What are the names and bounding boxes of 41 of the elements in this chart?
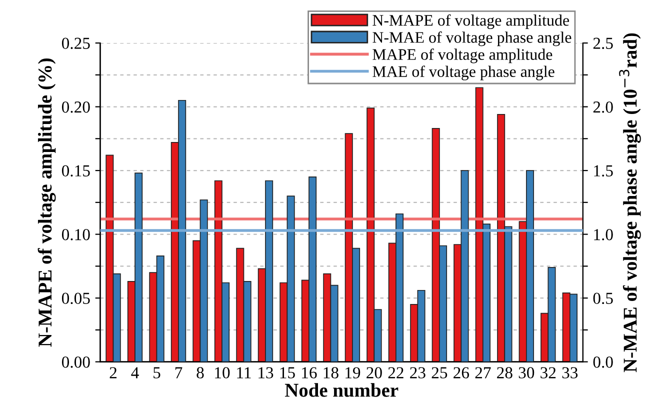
legend-label: MAE of voltage phase angle [372,66,554,80]
y-tick-label: 0.00 [62,356,90,368]
y2-tick-label: 1.5 [594,165,613,177]
x-tick-label: 28 [497,367,512,378]
x-tick-label: 19 [346,367,360,378]
x-tick-label: 33 [562,367,578,378]
x-tick-label: 18 [324,367,338,378]
x-tick-label: 5 [154,367,160,378]
x-tick-label: 11 [237,367,251,378]
x-tick-label: 2 [110,367,117,378]
y-tick-label: 0.25 [62,38,90,50]
x-tick-label: 15 [280,367,295,378]
x-tick-label: 10 [215,367,230,378]
y-tick-label: 0.20 [62,101,90,113]
legend-label: N-MAPE of voltage amplitude [372,14,570,30]
y2-tick-label: 1.0 [594,228,613,240]
y-tick-label: 0.05 [62,292,90,304]
x-tick-label: 7 [175,367,182,378]
y2-tick-label: 0.0 [593,356,613,368]
x-tick-label: 26 [454,367,470,378]
y2-tick-label: 2.0 [593,101,613,113]
x-tick-label: 30 [518,367,534,378]
y2-axis-title: N-MAE of voltage phase angle (10$^{−3}$rad) [619,33,641,372]
y2-tick-label: 2.5 [593,38,613,50]
x-tick-label: 8 [196,367,204,378]
x-tick-label: 25 [432,367,448,378]
legend-label: MAPE of voltage amplitude [372,48,552,64]
y-axis-title: N-MAPE of voltage amplitude (%) [38,58,56,347]
x-tick-label: 23 [410,367,426,378]
x-tick-label: 4 [131,367,139,378]
x-tick-label: 16 [302,367,317,378]
x-tick-label: 20 [366,367,382,378]
y-tick-label: 0.10 [62,228,90,240]
x-tick-label: 13 [258,367,274,378]
y-tick-label: 0.15 [62,165,90,177]
x-tick-label: 27 [475,367,491,378]
x-axis-title: Node number [284,383,398,397]
x-tick-label: 32 [540,367,556,378]
x-tick-label: 22 [388,367,404,378]
y2-tick-label: 0.5 [593,292,613,304]
legend-label: N-MAE of voltage phase angle [372,31,572,46]
